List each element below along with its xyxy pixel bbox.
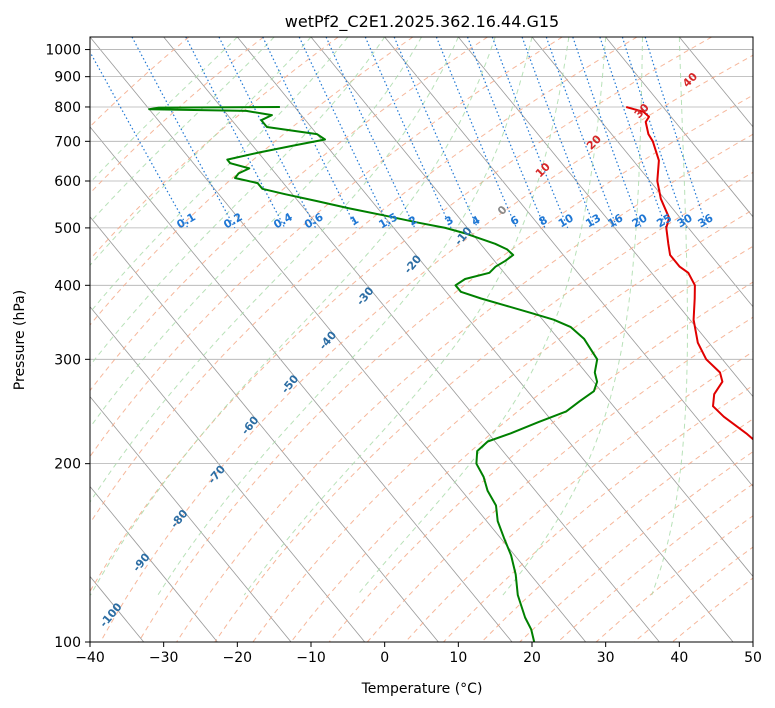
dry-adiabat-line xyxy=(99,54,753,642)
moist-adiabat-line xyxy=(243,37,570,596)
y-tick-label: 600 xyxy=(54,174,81,190)
isotherm-line xyxy=(310,37,753,578)
mixing-ratio-line xyxy=(435,37,517,229)
isotherm-line xyxy=(90,485,218,642)
isotherm-line xyxy=(90,37,587,642)
moist-adiabat-line xyxy=(90,37,349,314)
isotherm-line xyxy=(163,37,660,642)
dry-adiabat-line xyxy=(90,37,712,593)
moist-adiabat-line xyxy=(502,37,643,596)
isotherm-line xyxy=(531,37,753,308)
x-tick-label: −30 xyxy=(149,650,179,666)
dry-adiabat-line xyxy=(443,384,753,642)
dry-adiabat-line xyxy=(90,37,414,326)
mixing-ratio-line xyxy=(521,37,596,229)
isotherm-line xyxy=(90,126,513,642)
isotherm-line xyxy=(90,216,439,642)
x-tick-label: −40 xyxy=(75,650,105,666)
dry-adiabat-line xyxy=(90,37,488,392)
isotherm-line xyxy=(605,37,753,218)
plot-frame xyxy=(89,36,754,643)
moist-adiabat-line xyxy=(90,37,386,367)
dewpoint-profile-line xyxy=(148,106,599,642)
x-tick-label: 30 xyxy=(597,650,615,666)
dry-adiabat-line xyxy=(176,133,753,642)
mixing-ratio-line xyxy=(621,37,688,229)
y-tick-label: 700 xyxy=(54,134,81,150)
isotherm-line xyxy=(458,37,753,398)
x-axis-title: Temperature (°C) xyxy=(361,681,483,697)
mixing-ratio-line xyxy=(131,37,236,229)
dry-adiabat-line xyxy=(90,37,264,195)
x-tick-label: −10 xyxy=(296,650,326,666)
chart-title: wetPf2_C2E1.2025.362.16.44.G15 xyxy=(285,12,559,32)
isotherm-line xyxy=(90,306,366,642)
mixing-ratio-line xyxy=(262,37,357,229)
mixing-ratio-line xyxy=(393,37,479,229)
dry-adiabat-line xyxy=(366,316,753,642)
y-tick-label: 500 xyxy=(54,221,81,237)
mixing-ratio-line xyxy=(218,37,317,229)
moist-adiabat-line xyxy=(90,37,275,224)
x-tick-label: 50 xyxy=(744,650,762,666)
temperature-profile-line xyxy=(625,106,753,441)
y-tick-label: 200 xyxy=(54,457,81,473)
background-lines xyxy=(90,37,753,642)
x-axis: −40 −30 −20 −10 0 10 20 30 40 50 xyxy=(75,642,762,666)
x-tick-label: 10 xyxy=(449,650,467,666)
x-tick-label: −20 xyxy=(223,650,253,666)
y-axis: 100 200 300 400 500 600 700 800 900 1000 xyxy=(45,43,90,651)
mixing-ratio-line xyxy=(90,50,189,229)
x-tick-label: 20 xyxy=(523,650,541,666)
mixing-ratio-line xyxy=(545,37,618,229)
moist-adiabat-line xyxy=(651,37,688,596)
mixing-ratio-line xyxy=(572,37,642,229)
dry-adiabat-line xyxy=(290,245,753,642)
y-axis-title: Pressure (hPa) xyxy=(12,290,28,390)
y-tick-label: 300 xyxy=(54,352,81,368)
moist-adiabat-line xyxy=(90,37,238,184)
isotherm-line xyxy=(90,395,292,642)
mixing-ratio-line xyxy=(599,37,667,229)
y-tick-label: 400 xyxy=(54,278,81,294)
dry-adiabat-line xyxy=(90,37,190,128)
mixing-ratio-line xyxy=(364,37,452,229)
moist-adiabat-line xyxy=(90,37,459,503)
dry-adiabat-line xyxy=(138,94,753,642)
y-tick-label: 100 xyxy=(54,635,81,651)
sounding-profiles xyxy=(148,106,753,642)
moist-adiabat-line xyxy=(90,37,422,429)
moist-adiabat-line xyxy=(90,37,312,267)
mixing-ratio-line xyxy=(466,37,546,229)
isotherm-line xyxy=(384,37,753,488)
y-tick-label: 900 xyxy=(54,70,81,86)
x-tick-label: 40 xyxy=(670,650,688,666)
y-tick-label: 1000 xyxy=(45,43,81,59)
mixing-ratio-line xyxy=(644,37,708,229)
dry-adiabat-line xyxy=(90,37,563,458)
x-tick-label: 0 xyxy=(380,650,389,666)
isotherm-line xyxy=(237,37,734,642)
moist-adiabat-line xyxy=(157,37,533,596)
y-tick-label: 800 xyxy=(54,100,81,116)
dry-adiabat-line xyxy=(252,209,753,642)
mixing-ratio-line xyxy=(491,37,569,229)
